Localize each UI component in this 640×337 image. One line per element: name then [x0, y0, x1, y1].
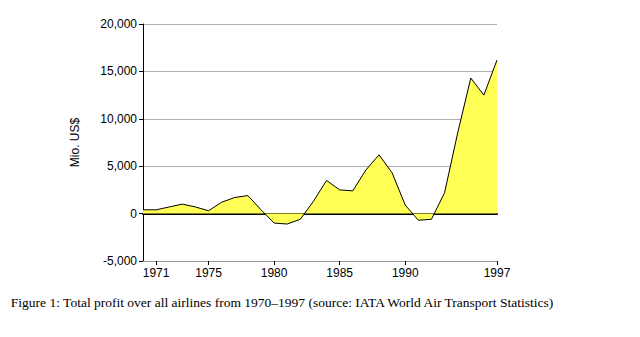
svg-text:1990: 1990	[392, 266, 419, 280]
svg-text:1997: 1997	[484, 266, 511, 280]
svg-text:1980: 1980	[261, 266, 288, 280]
svg-text:1975: 1975	[195, 266, 222, 280]
svg-text:-5,000: -5,000	[103, 254, 137, 268]
svg-text:1985: 1985	[326, 266, 353, 280]
svg-text:0: 0	[130, 207, 137, 221]
svg-text:15,000: 15,000	[100, 64, 137, 78]
svg-text:20,000: 20,000	[100, 17, 137, 31]
svg-text:5,000: 5,000	[107, 159, 137, 173]
html-text:Figure 1: Total profit over al: Figure 1: Total profit over all airlines…	[10, 295, 554, 310]
svg-text:Mio. US$: Mio. US$	[68, 118, 82, 168]
svg-text:10,000: 10,000	[100, 112, 137, 126]
svg-text:1971: 1971	[143, 266, 170, 280]
